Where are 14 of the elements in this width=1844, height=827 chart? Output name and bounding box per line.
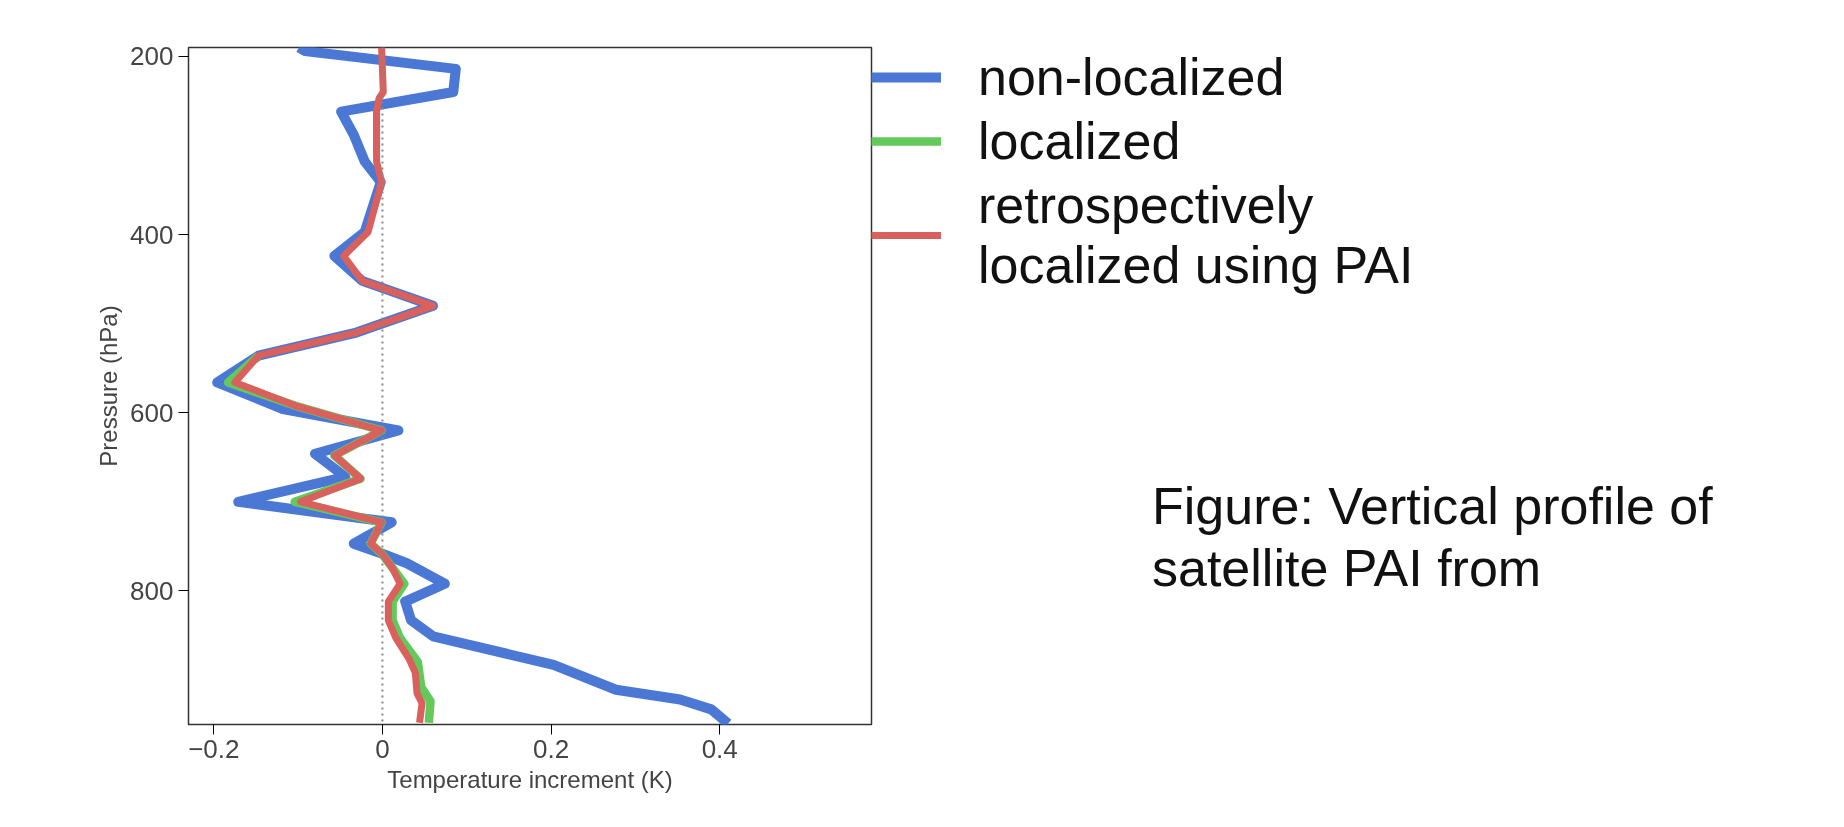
x-axis-title: Temperature increment (K)	[387, 765, 673, 793]
legend-label: localized	[978, 111, 1181, 171]
y-tick-label: 400	[130, 219, 174, 250]
y-axis-title: Pressure (hPa)	[95, 305, 123, 467]
x-tick-label: 0	[375, 733, 390, 764]
x-tick-label: 0.2	[533, 733, 570, 764]
text: Figure: Vertical profile of satellite PAI from	[1152, 476, 1714, 600]
y-tick-label: 600	[130, 397, 174, 428]
x-tick-label: −0.2	[188, 733, 240, 764]
y-tick-label: 200	[130, 41, 174, 72]
x-tick-label: 0.4	[701, 733, 738, 764]
y-tick-label: 800	[130, 575, 174, 606]
legend-label: retrospectively localized using PAI	[978, 175, 1414, 295]
legend-label: non-localized	[978, 47, 1285, 107]
